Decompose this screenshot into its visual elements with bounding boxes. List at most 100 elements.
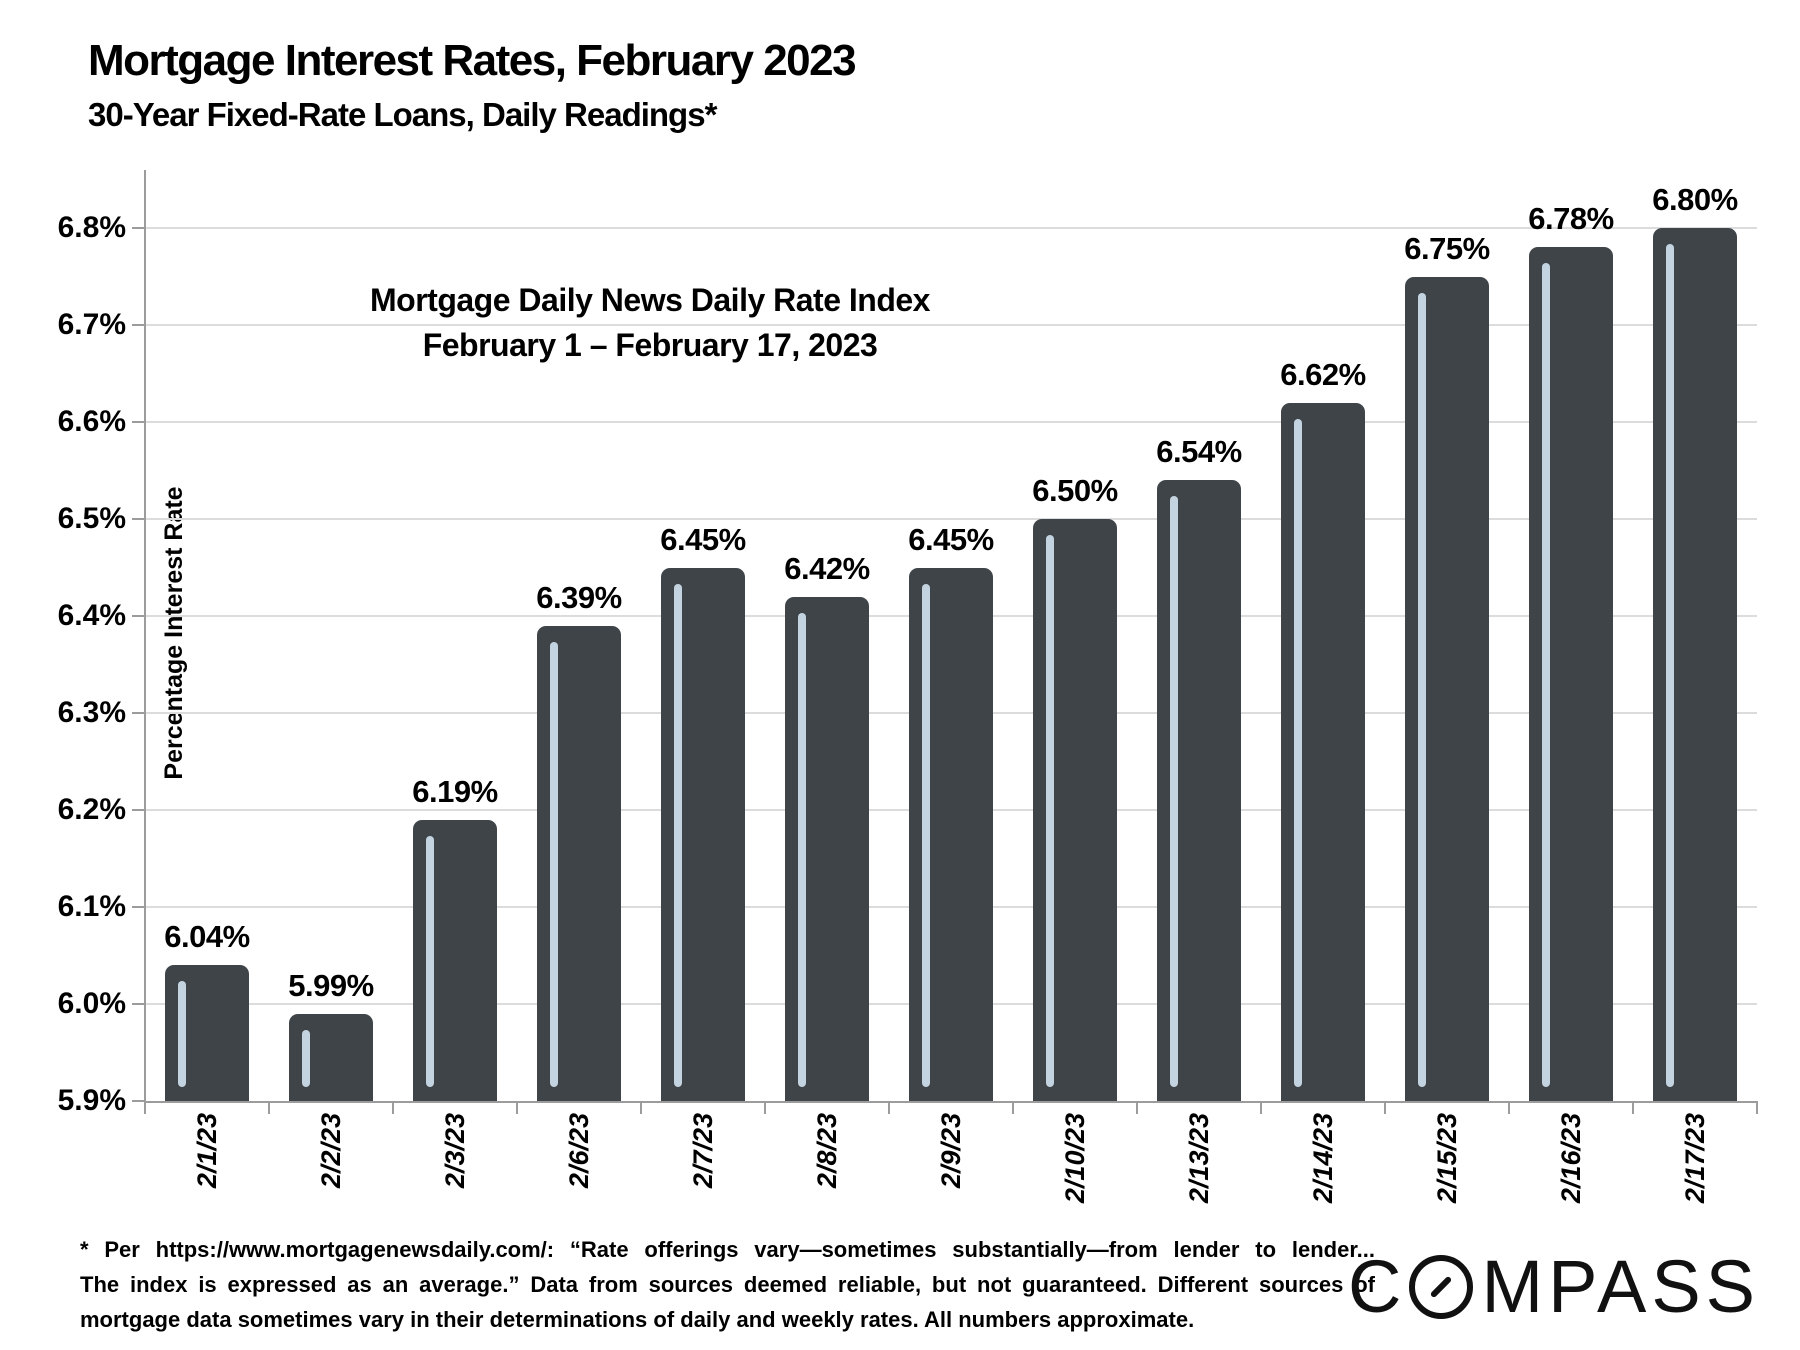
x-tick-label: 2/8/23 [812, 1113, 842, 1189]
bar-value-label: 6.04% [164, 919, 250, 954]
bar-value-label: 6.54% [1156, 434, 1242, 469]
x-tick-label: 2/1/23 [192, 1113, 222, 1189]
x-tick-mark [764, 1101, 766, 1114]
bar [785, 597, 869, 1101]
logo-letter-c: C [1348, 1245, 1407, 1328]
gridline [145, 227, 1757, 229]
bar-highlight-stripe [674, 584, 682, 1087]
compass-o-icon [1409, 1254, 1474, 1319]
chart-annotation: Mortgage Daily News Daily Rate Index Feb… [290, 278, 1010, 368]
bar [1157, 480, 1241, 1101]
y-tick-mark [132, 421, 145, 423]
x-tick-mark [888, 1101, 890, 1114]
y-axis-line [144, 170, 146, 1114]
y-tick-mark [132, 227, 145, 229]
bar [165, 965, 249, 1101]
y-tick-label: 6.8% [57, 211, 126, 244]
x-tick-mark [1508, 1101, 1510, 1114]
bar-highlight-stripe [178, 981, 186, 1087]
bar [1033, 519, 1117, 1101]
x-tick-label: 2/6/23 [564, 1113, 594, 1189]
footnote-line: mortgage data sometimes vary in their de… [80, 1307, 1195, 1332]
bar-value-label: 6.78% [1528, 201, 1614, 236]
bar-highlight-stripe [302, 1030, 310, 1087]
x-tick-label: 2/9/23 [936, 1113, 966, 1189]
y-tick-label: 6.6% [57, 405, 126, 438]
chart-annotation-line2: February 1 – February 17, 2023 [422, 327, 878, 363]
x-tick-label: 2/7/23 [688, 1113, 718, 1189]
bar [1281, 403, 1365, 1101]
y-tick-mark [132, 615, 145, 617]
x-tick-mark [640, 1101, 642, 1114]
y-tick-mark [132, 1100, 145, 1102]
x-tick-label: 2/15/23 [1432, 1113, 1462, 1204]
y-tick-mark [132, 712, 145, 714]
bar-highlight-stripe [798, 613, 806, 1087]
y-tick-mark [132, 906, 145, 908]
x-tick-mark [1384, 1101, 1386, 1114]
bar-value-label: 6.62% [1280, 357, 1366, 392]
bar-highlight-stripe [1046, 535, 1054, 1087]
y-tick-label: 6.1% [57, 890, 126, 923]
bar-value-label: 6.75% [1404, 231, 1490, 266]
bar-value-label: 6.45% [908, 522, 994, 557]
bar-value-label: 6.19% [412, 774, 498, 809]
bar [413, 820, 497, 1101]
bar [1405, 277, 1489, 1101]
x-tick-mark [268, 1101, 270, 1114]
gridline [145, 421, 1757, 423]
bar-highlight-stripe [1294, 419, 1302, 1087]
y-tick-label: 6.3% [57, 696, 126, 729]
bar [1529, 247, 1613, 1101]
gridline [145, 518, 1757, 520]
y-tick-mark [132, 518, 145, 520]
bar [1653, 228, 1737, 1101]
x-tick-mark [1012, 1101, 1014, 1114]
y-tick-label: 6.2% [57, 793, 126, 826]
x-axis-line [145, 1101, 1757, 1103]
footnote: * Per https://www.mortgagenewsdaily.com/… [80, 1232, 1375, 1337]
y-tick-label: 6.0% [57, 987, 126, 1020]
logo-letters-mpass: MPASS [1481, 1245, 1761, 1328]
page-subtitle: 30-Year Fixed-Rate Loans, Daily Readings… [88, 96, 717, 133]
bar-highlight-stripe [1170, 496, 1178, 1087]
bar-value-label: 6.39% [536, 580, 622, 615]
x-tick-mark [1136, 1101, 1138, 1114]
x-tick-mark [1260, 1101, 1262, 1114]
y-tick-mark [132, 324, 145, 326]
chart-annotation-line1: Mortgage Daily News Daily Rate Index [370, 282, 930, 318]
bar [661, 568, 745, 1101]
x-tick-label: 2/3/23 [440, 1113, 470, 1189]
x-tick-label: 2/10/23 [1060, 1113, 1090, 1204]
footnote-line: The index is expressed as an average.” D… [80, 1272, 1375, 1297]
x-tick-label: 2/2/23 [316, 1113, 346, 1189]
bar [537, 626, 621, 1101]
compass-needle-icon [1430, 1275, 1453, 1298]
bar-value-label: 6.80% [1652, 182, 1738, 217]
y-tick-label: 6.5% [57, 502, 126, 535]
bar-value-label: 6.45% [660, 522, 746, 557]
bar-value-label: 5.99% [288, 968, 374, 1003]
page-title: Mortgage Interest Rates, February 2023 [88, 36, 857, 85]
x-tick-mark [1632, 1101, 1634, 1114]
x-tick-label: 2/13/23 [1184, 1113, 1214, 1204]
bar-value-label: 6.50% [1032, 473, 1118, 508]
compass-logo: C MPASS [1348, 1244, 1760, 1329]
bar-highlight-stripe [1418, 293, 1426, 1087]
gridline [145, 324, 1757, 326]
bar-highlight-stripe [550, 642, 558, 1087]
x-tick-label: 2/14/23 [1308, 1113, 1338, 1204]
y-tick-mark [132, 1003, 145, 1005]
x-tick-label: 2/16/23 [1556, 1113, 1586, 1204]
x-tick-mark [392, 1101, 394, 1114]
x-tick-mark [1756, 1101, 1758, 1114]
y-tick-mark [132, 809, 145, 811]
bar-highlight-stripe [1542, 263, 1550, 1087]
bar [909, 568, 993, 1101]
footnote-line: * Per https://www.mortgagenewsdaily.com/… [80, 1237, 1375, 1262]
x-tick-label: 2/17/23 [1680, 1113, 1710, 1204]
y-tick-label: 5.9% [57, 1084, 126, 1117]
x-tick-mark [516, 1101, 518, 1114]
y-tick-label: 6.7% [57, 308, 126, 341]
bar-highlight-stripe [1666, 244, 1674, 1087]
